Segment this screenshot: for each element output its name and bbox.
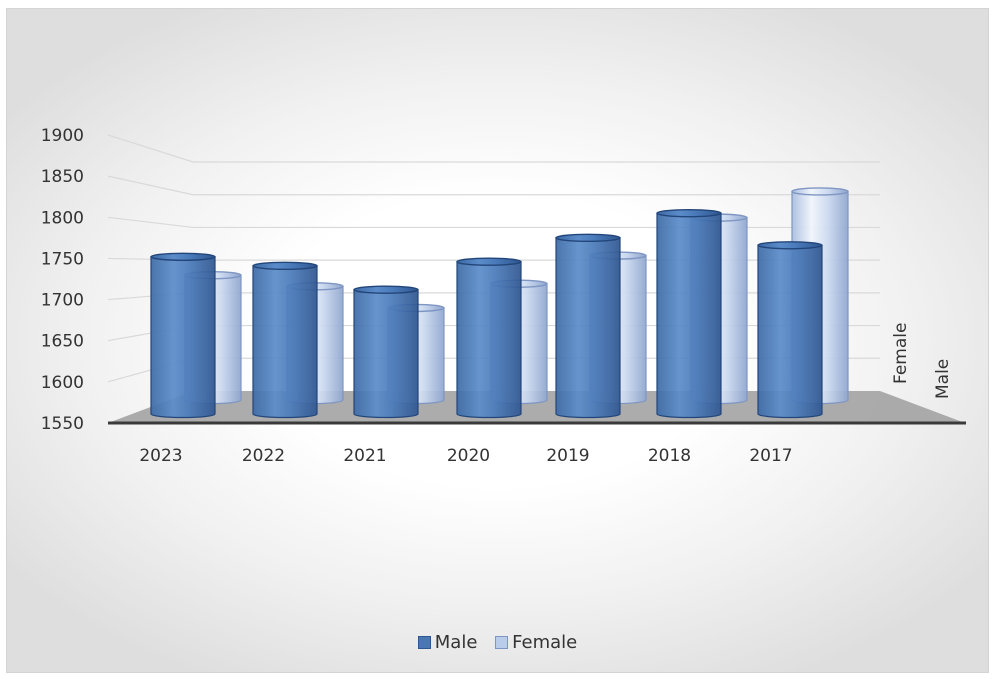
y-tick-label: 1850 [41, 167, 84, 187]
legend-label-female: Female [512, 632, 578, 653]
bar-male [757, 241, 823, 419]
bar-male [656, 208, 722, 419]
gridline [107, 216, 880, 229]
x-tick-label: 2022 [242, 446, 285, 466]
legend-item-male: Male [417, 632, 478, 653]
y-tick-label: 1750 [41, 249, 84, 269]
bar-male [353, 285, 419, 419]
x-tick-label: 2020 [447, 446, 490, 466]
y-tick-label: 1700 [41, 291, 84, 311]
gridline [107, 134, 880, 163]
x-tick-label: 2021 [343, 446, 386, 466]
bar-male [252, 261, 318, 419]
x-tick-label: 2019 [546, 446, 589, 466]
x-tick-label: 2018 [648, 446, 691, 466]
x-tick-label: 2017 [749, 446, 792, 466]
depth-label-male: Male [933, 359, 953, 399]
y-tick-label: 1600 [41, 373, 84, 393]
legend-label-male: Male [434, 632, 478, 653]
y-tick-label: 1650 [41, 332, 84, 352]
legend-swatch-female [495, 636, 509, 649]
gridline [107, 175, 880, 196]
y-tick-label: 1550 [41, 414, 84, 434]
bar-male [456, 257, 522, 419]
y-tick-label: 1900 [41, 126, 84, 146]
bar-male [555, 233, 621, 419]
depth-label-female: Female [891, 323, 911, 384]
y-tick-label: 1800 [41, 208, 84, 228]
x-tick-label: 2023 [139, 446, 182, 466]
bar-male [150, 252, 216, 419]
legend: Male Female [0, 632, 995, 654]
legend-item-female: Female [495, 632, 577, 653]
legend-swatch-male [417, 636, 431, 649]
